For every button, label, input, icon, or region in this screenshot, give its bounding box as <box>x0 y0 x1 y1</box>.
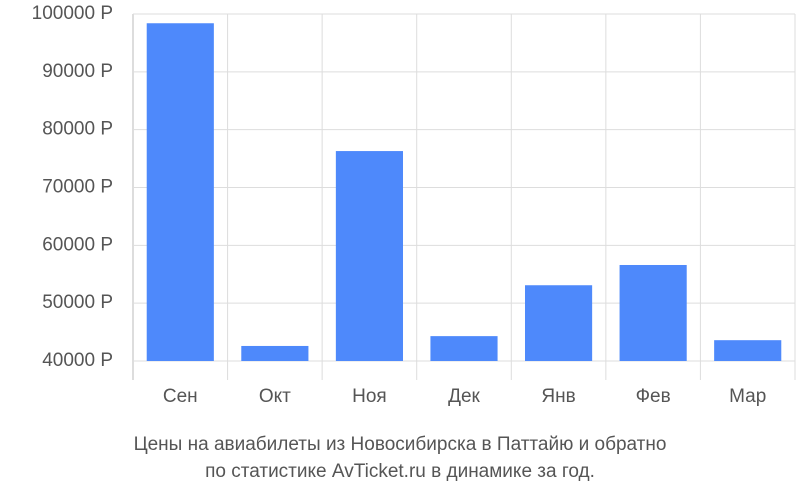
bar <box>146 23 214 362</box>
y-tick-label: 70000 Р <box>42 177 113 198</box>
y-tick-label: 100000 Р <box>32 3 113 24</box>
y-tick-label: 60000 Р <box>42 234 113 255</box>
bar <box>241 345 309 361</box>
x-tick-label: Дек <box>448 386 480 407</box>
x-tick-label: Мар <box>729 386 766 407</box>
y-tick-label: 40000 Р <box>42 350 113 371</box>
bar <box>524 285 593 361</box>
x-tick-label: Фев <box>636 386 671 407</box>
bar <box>430 336 498 361</box>
y-tick-label: 90000 Р <box>42 61 113 82</box>
y-tick-label: 50000 Р <box>42 292 113 313</box>
x-tick-label: Окт <box>259 386 291 407</box>
chart-title: Цены на авиабилеты из Новосибирска в Пат… <box>134 434 667 455</box>
x-tick-label: Ноя <box>352 386 387 407</box>
bar <box>619 264 687 361</box>
bar <box>335 151 404 361</box>
x-tick-label: Сен <box>163 386 198 407</box>
y-tick-label: 80000 Р <box>42 119 113 140</box>
chart-title: по статистике AvTicket.ru в динамике за … <box>205 461 595 482</box>
bar <box>714 340 782 361</box>
x-tick-label: Янв <box>541 386 575 407</box>
